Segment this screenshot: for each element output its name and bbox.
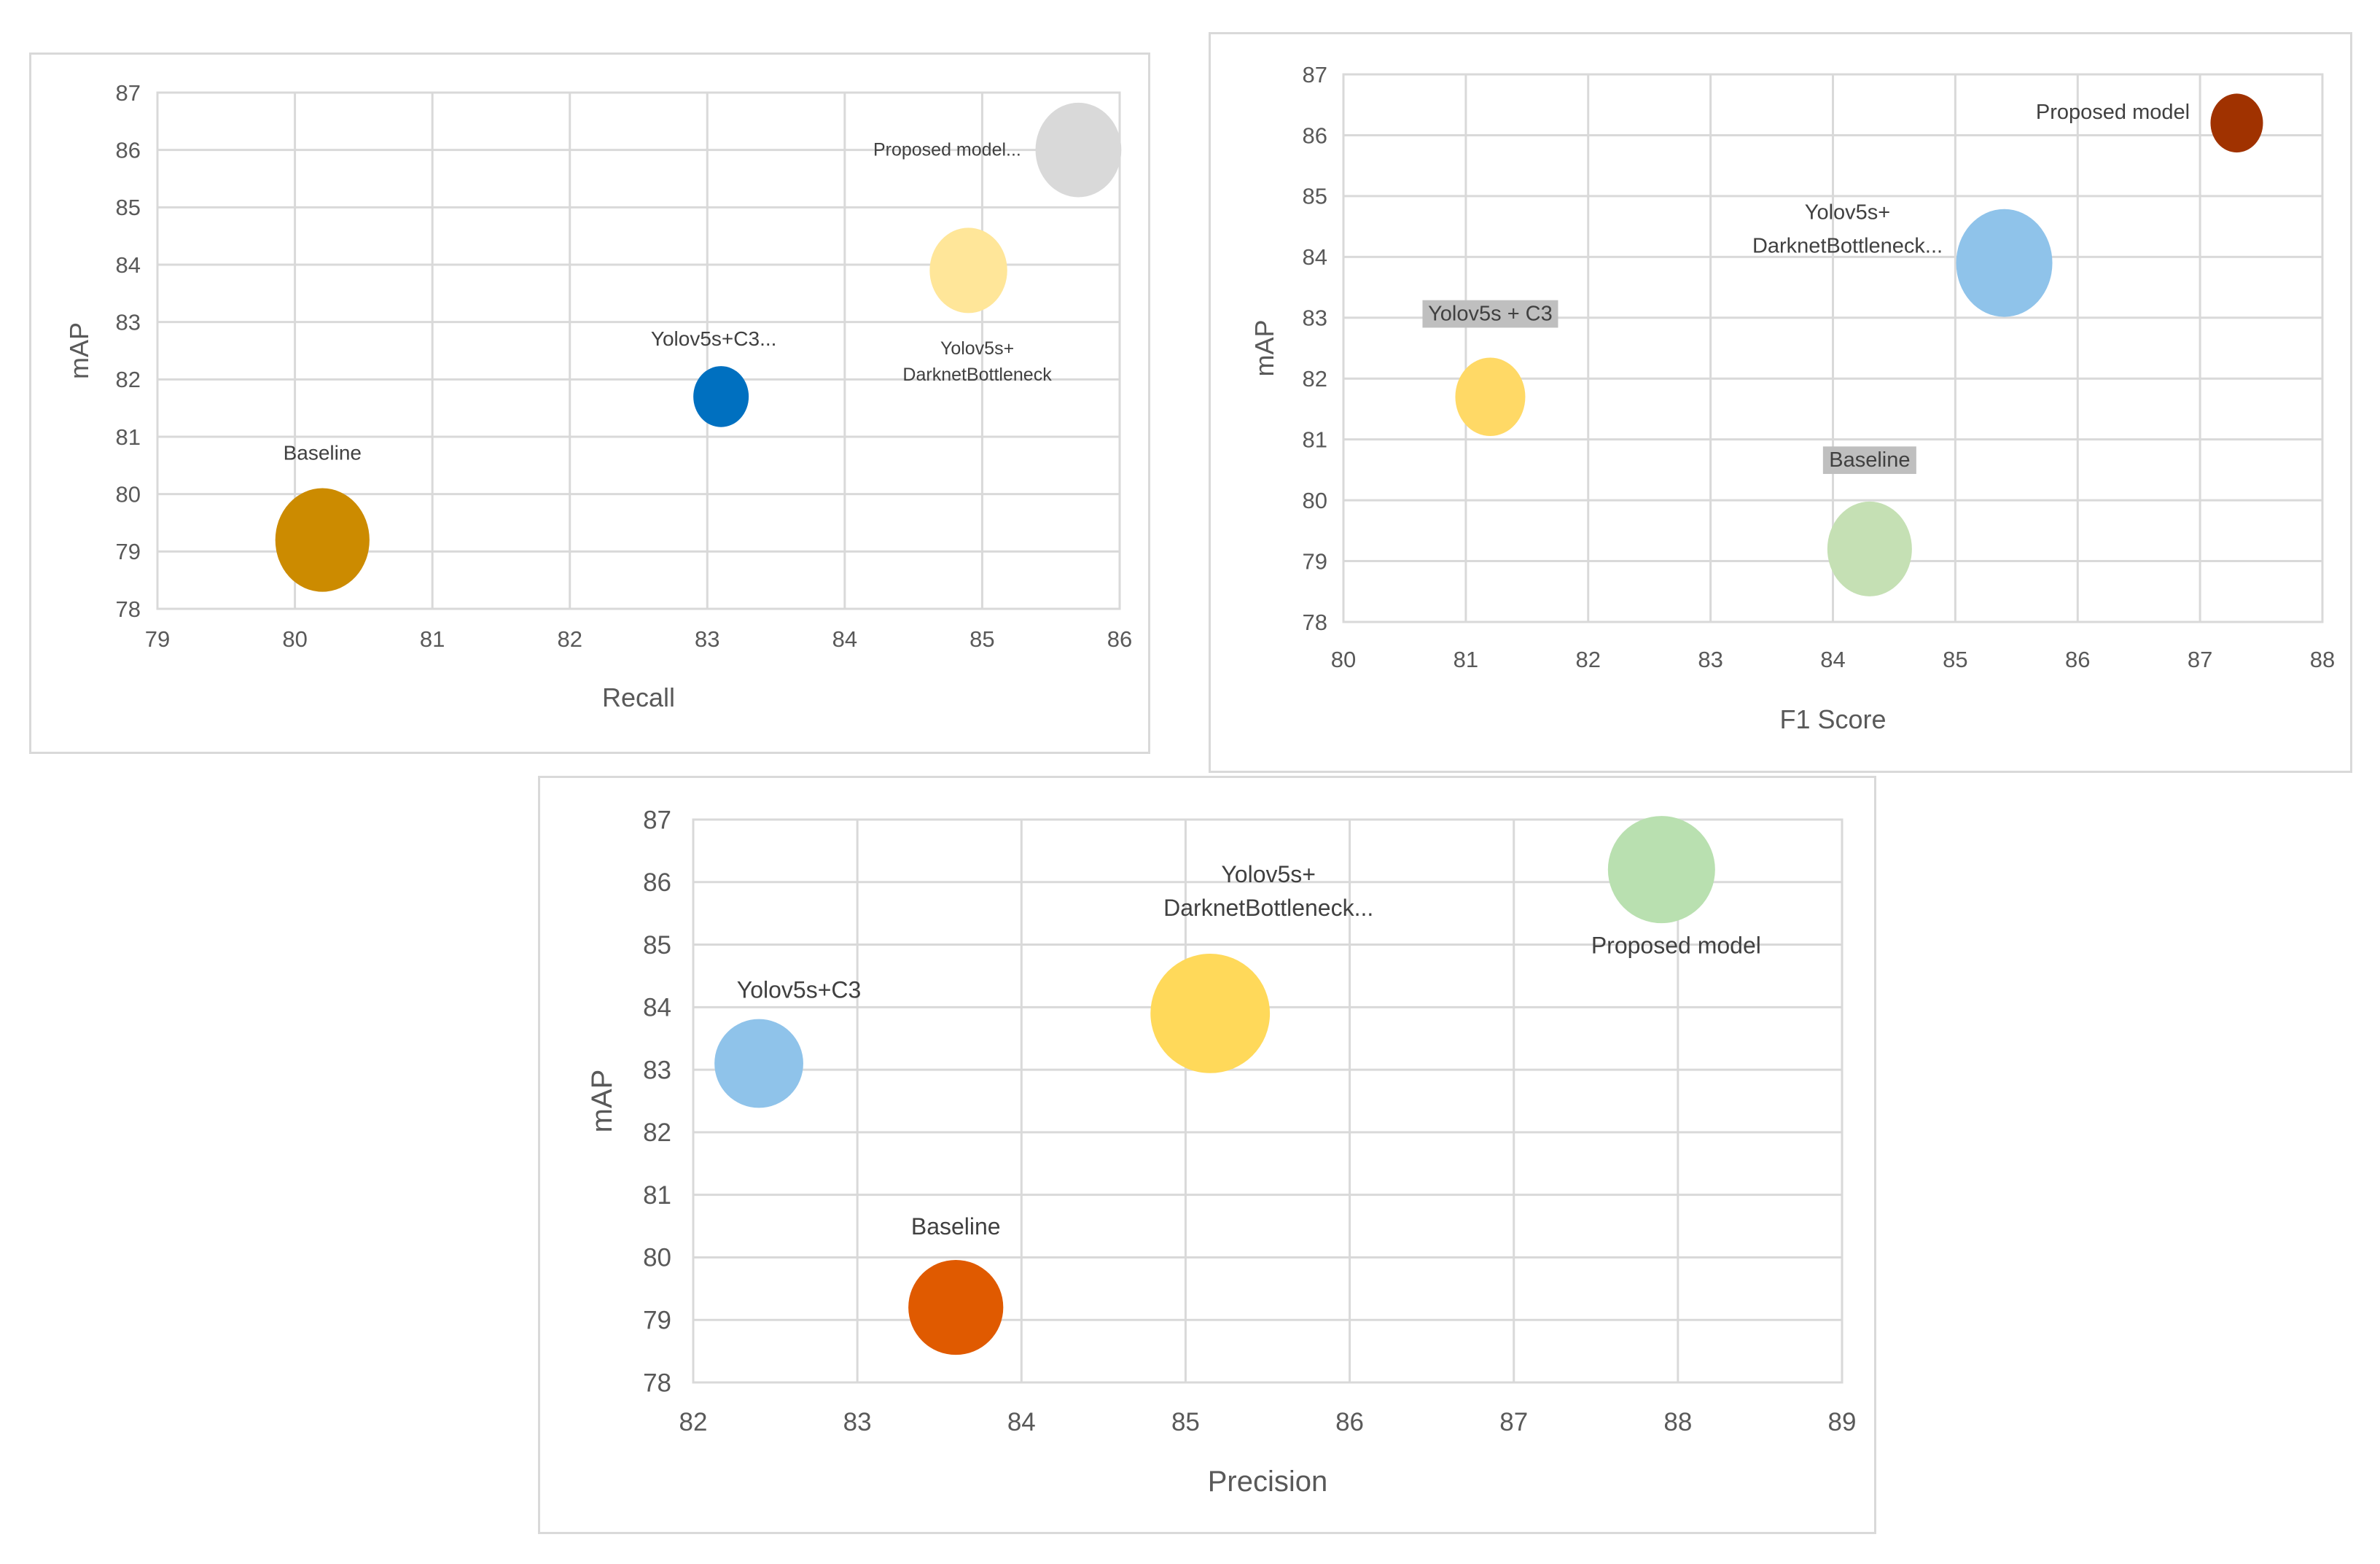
f1-score-y-tick-label: 78 <box>1303 610 1327 635</box>
recall-bubble-label-4: Proposed model... <box>873 140 1021 160</box>
recall-y-tick-label: 81 <box>116 424 141 450</box>
recall-y-tick-label: 80 <box>116 482 141 507</box>
f1-score-x-tick-label: 86 <box>2065 647 2090 672</box>
recall-bubble-2 <box>693 366 749 427</box>
f1-score-y-tick-label: 80 <box>1303 488 1327 513</box>
chart-panel-recall: 79 80 81 82 83 84 85 86 78 79 80 81 82 83 84 85 86 87 Reca… <box>29 52 1150 754</box>
recall-bubble-chart: 79 80 81 82 83 84 85 8678798081828384858687Reca… <box>64 80 1132 712</box>
precision-bubble-label-4: Proposed model <box>1591 933 1761 959</box>
precision-y-tick-label: 82 <box>643 1118 671 1147</box>
recall-x-tick-label: 85 <box>969 626 994 652</box>
recall-x-tick-label: 81 <box>420 626 445 652</box>
recall-bubble-3 <box>929 227 1007 314</box>
recall-y-tick-label: 79 <box>116 539 141 564</box>
recall-plot-area <box>156 91 1121 610</box>
precision-y-tick-label: 84 <box>643 994 671 1022</box>
f1-score-y-tick-label: 87 <box>1303 62 1327 87</box>
recall-x-tick-label: 82 <box>557 626 582 652</box>
f1-score-y-tick-label: 81 <box>1303 427 1327 453</box>
f1-score-y-axis-title: mAP <box>1249 319 1279 376</box>
recall-bubble-label-3: Yolov5s+ DarknetBottleneck <box>902 338 1052 385</box>
recall-x-tick-label: 83 <box>695 626 719 652</box>
f1-score-bubble-label-background <box>1822 446 1916 475</box>
precision-x-tick-label: 89 <box>1828 1408 1857 1436</box>
precision-x-tick-label: 85 <box>1171 1408 1200 1436</box>
f1-score-bubble-chart: 80 81 82 83 84 85 86 87 88 78 79 80 81 82 83 84 85 86 87 F1… <box>1249 62 2335 734</box>
precision-bubble-4 <box>1607 816 1715 924</box>
precision-y-tick-label: 87 <box>643 806 671 834</box>
recall-x-tick-label: 86 <box>1107 626 1132 652</box>
precision-y-axis-title: mAP <box>586 1070 618 1133</box>
recall-y-tick-label: 87 <box>116 80 141 106</box>
recall-y-tick-label: 83 <box>116 310 141 335</box>
recall-bubble-4 <box>1035 102 1122 198</box>
f1-score-bubble-label-1: Yolov5s + C3 <box>1428 302 1553 325</box>
f1-score-y-tick-label: 79 <box>1303 548 1327 574</box>
precision-y-tick-label: 78 <box>643 1369 671 1397</box>
precision-y-tick-label: 80 <box>643 1244 671 1272</box>
f1-score-y-tick-label: 84 <box>1303 244 1327 270</box>
f1-score-x-tick-label: 80 <box>1331 647 1356 672</box>
f1-score-x-tick-label: 81 <box>1454 647 1478 672</box>
precision-bubble-label-2: Baseline <box>911 1213 1001 1240</box>
f1-score-y-tick-label: 83 <box>1303 306 1327 331</box>
chart-panel-precision: 82 83 84 85 86 87 88 89 78 79 80 81 82 83 84 85 86 87 Prec… <box>538 776 1876 1534</box>
precision-x-tick-label: 88 <box>1663 1408 1692 1436</box>
precision-bubble-3 <box>1150 954 1271 1073</box>
f1-score-x-axis-title: F1 Score <box>1779 704 1886 734</box>
f1-score-y-tick-label: 85 <box>1303 184 1327 209</box>
recall-x-axis-title: Recall <box>602 682 675 712</box>
recall-y-axis-title: mAP <box>64 322 94 379</box>
precision-x-tick-label: 83 <box>843 1408 872 1436</box>
f1-score-x-tick-label: 84 <box>1820 647 1845 672</box>
f1-score-bubble-2 <box>1827 501 1912 596</box>
precision-y-tick-label: 86 <box>643 868 671 897</box>
precision-y-tick-label: 85 <box>643 931 671 960</box>
precision-x-tick-label: 87 <box>1499 1408 1528 1436</box>
recall-y-tick-label: 84 <box>116 252 141 278</box>
recall-x-tick-label: 80 <box>282 626 307 652</box>
precision-plot-area <box>692 818 1843 1384</box>
f1-score-x-tick-label: 85 <box>1943 647 1967 672</box>
recall-x-tick-label: 84 <box>832 626 857 652</box>
precision-x-axis-title: Precision <box>1208 1466 1328 1498</box>
f1-score-y-tick-label: 82 <box>1303 366 1327 392</box>
f1-score-bubble-label-background <box>1422 300 1558 328</box>
precision-bubble-chart: 82 83 84 85 86 87 88 89 78 79 80 81 82 83 84 85 86 87 Prec… <box>586 806 1857 1498</box>
f1-score-x-tick-label: 82 <box>1576 647 1601 672</box>
recall-bubble-1 <box>275 488 370 592</box>
f1-score-bubble-label-4: Proposed model <box>2036 101 2190 124</box>
precision-bubble-1 <box>714 1019 803 1108</box>
recall-y-tick-label: 86 <box>116 138 141 163</box>
recall-x-tick-label: 79 <box>145 626 170 652</box>
precision-x-tick-label: 82 <box>679 1408 708 1436</box>
recall-bubble-label-2: Yolov5s+C3... <box>651 327 777 350</box>
f1-score-bubble-4 <box>2210 93 2263 153</box>
precision-bubble-label-1: Yolov5s+C3 <box>737 977 862 1003</box>
f1-score-x-tick-label: 87 <box>2188 647 2212 672</box>
precision-bubble-2 <box>908 1259 1004 1355</box>
precision-y-tick-label: 81 <box>643 1181 671 1210</box>
recall-y-tick-label: 78 <box>116 596 141 622</box>
precision-y-tick-label: 83 <box>643 1056 671 1084</box>
f1-score-bubble-1 <box>1455 357 1526 437</box>
precision-y-tick-label: 79 <box>643 1306 671 1334</box>
f1-score-x-tick-label: 88 <box>2310 647 2335 672</box>
precision-x-tick-label: 86 <box>1335 1408 1364 1436</box>
chart-panel-f1-score: 80 81 82 83 84 85 86 87 88 78 79 80 81 82 83 84 85 86 87 F1… <box>1209 32 2352 773</box>
f1-score-bubble-label-3: Yolov5s+ DarknetBottleneck... <box>1752 201 1943 258</box>
f1-score-bubble-label-2: Baseline <box>1829 448 1910 472</box>
f1-score-y-tick-label: 86 <box>1303 122 1327 148</box>
precision-bubble-label-3: Yolov5s+ DarknetBottleneck... <box>1163 861 1373 921</box>
recall-bubble-label-1: Baseline <box>284 442 362 464</box>
recall-y-tick-label: 85 <box>116 195 141 220</box>
precision-x-tick-label: 84 <box>1007 1408 1036 1436</box>
f1-score-x-tick-label: 83 <box>1698 647 1722 672</box>
recall-y-tick-label: 82 <box>116 367 141 392</box>
f1-score-plot-area <box>1342 73 2324 623</box>
f1-score-bubble-3 <box>1956 209 2053 317</box>
